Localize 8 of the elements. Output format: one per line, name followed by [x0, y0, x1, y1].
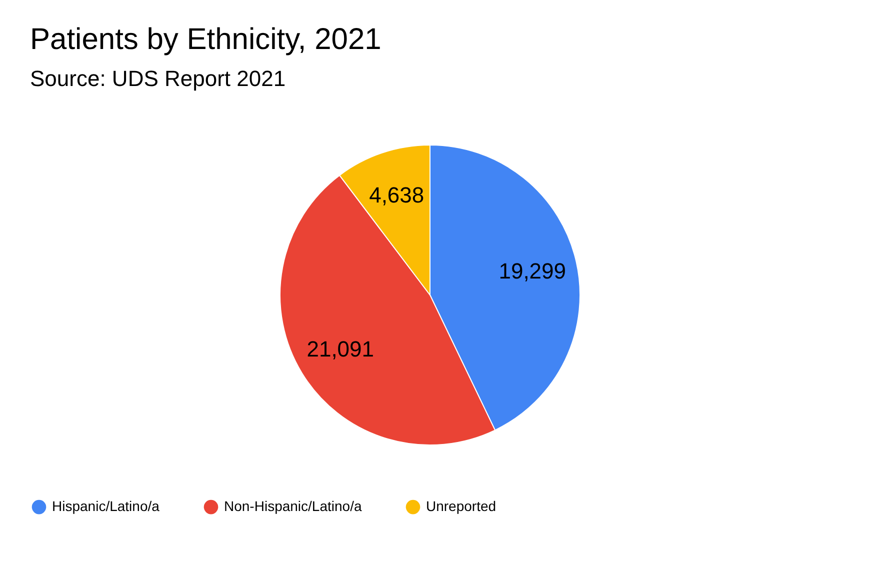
data-label: 21,091	[306, 336, 374, 362]
data-label: 19,299	[498, 258, 566, 284]
data-label: 4,638	[369, 182, 424, 208]
legend-label: Unreported	[426, 498, 496, 514]
chart-subtitle: Source: UDS Report 2021	[30, 66, 286, 91]
legend-label: Non-Hispanic/Latino/a	[224, 498, 362, 514]
legend-label: Hispanic/Latino/a	[52, 498, 160, 514]
chart-title: Patients by Ethnicity, 2021	[30, 23, 382, 56]
